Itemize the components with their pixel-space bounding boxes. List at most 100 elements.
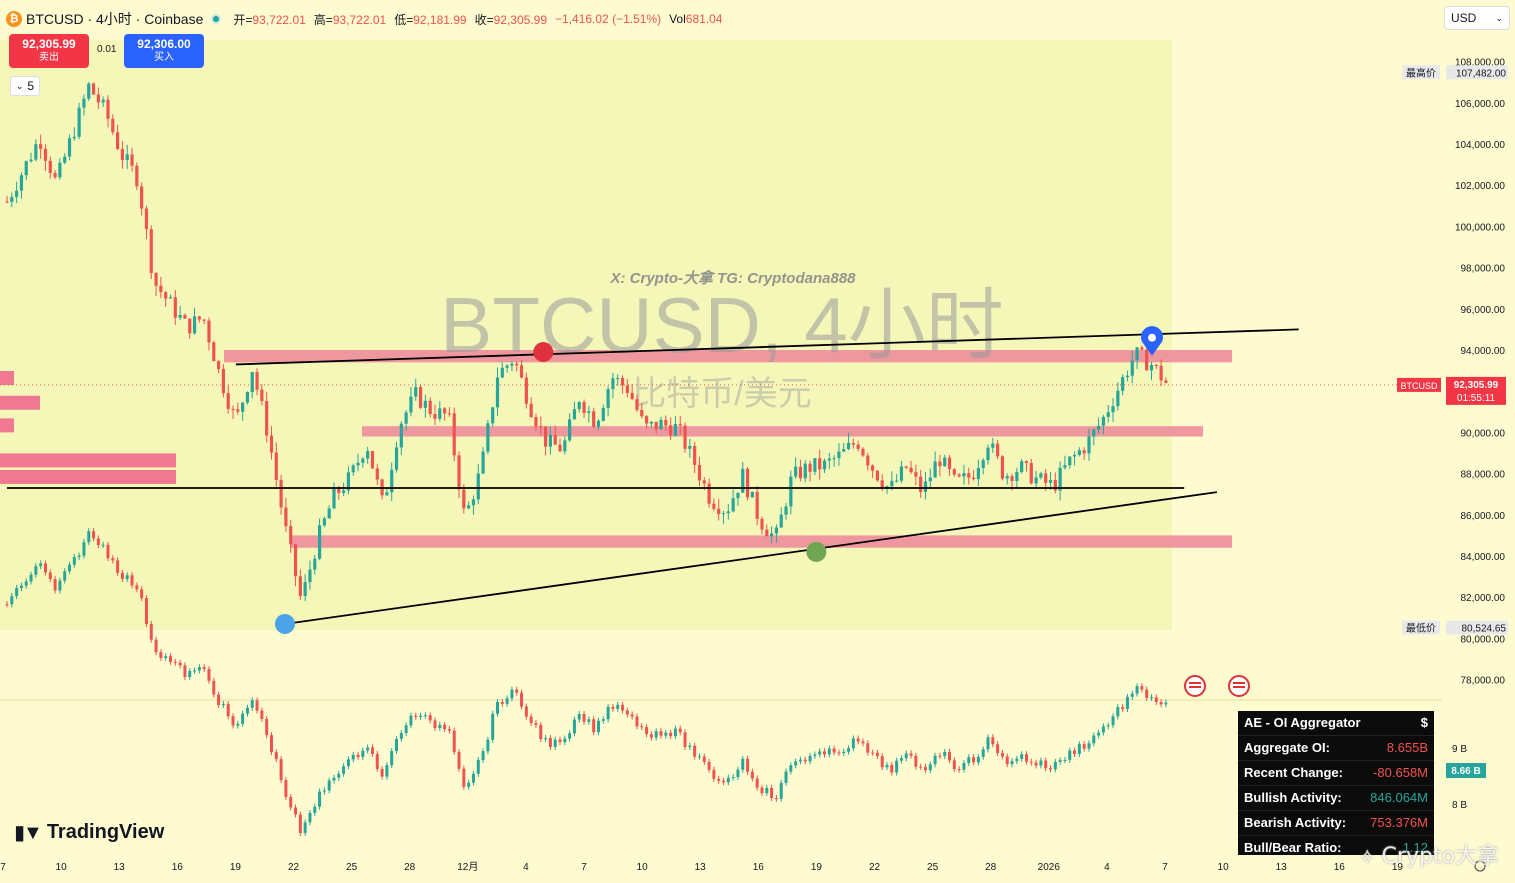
oi-candle [601, 719, 605, 721]
oi-candle [707, 761, 711, 770]
oi-candle [500, 701, 504, 704]
oi-candle [688, 745, 692, 748]
candle-body [183, 315, 187, 319]
x-tick-label: 22 [869, 862, 881, 873]
candle-body [216, 361, 221, 370]
oi-candle [1073, 750, 1077, 755]
oi-candle [952, 760, 956, 770]
candle-body [342, 490, 346, 493]
candle-body [519, 365, 524, 378]
x-tick-label: 19 [230, 862, 242, 873]
oi-candle [135, 585, 139, 590]
candle-body [149, 229, 153, 273]
oi-candle [43, 563, 47, 573]
oi-candle [212, 680, 216, 695]
candle-body [1125, 375, 1130, 378]
candle-body [683, 425, 687, 449]
candle-body [1058, 467, 1062, 491]
candle-body [582, 402, 586, 413]
flag-stripe [1189, 682, 1201, 684]
oi-candle [611, 706, 615, 709]
oi-candle [390, 751, 394, 766]
candle-body [1154, 364, 1158, 366]
oi-candle [96, 538, 100, 546]
oi-candle [245, 707, 249, 714]
candle-body [596, 420, 601, 427]
x-tick-label: 12月 [457, 861, 478, 873]
oi-candle [63, 571, 67, 581]
tradingview-logo[interactable]: ▮▼ TradingView [14, 821, 165, 844]
oi-candle [58, 580, 62, 591]
candle-body [154, 272, 158, 286]
oi-candle [885, 764, 889, 768]
candle-body [707, 483, 711, 504]
oi-candle [53, 579, 57, 591]
candle-body [981, 460, 985, 469]
oi-candle [592, 719, 596, 733]
candle-body [803, 463, 807, 479]
trendline-support [284, 491, 1218, 625]
oi-candle [856, 738, 860, 742]
candle-body [688, 445, 692, 449]
lots-dropdown[interactable]: ⌄ 5 [10, 76, 40, 96]
buy-button[interactable]: 92,306.00 买入 [124, 34, 204, 68]
x-tick-label: 19 [1392, 862, 1404, 873]
oi-candle [534, 723, 538, 725]
candle-body [250, 372, 254, 393]
oi-candle [818, 751, 822, 755]
y-tick-label: 96,000.00 [1461, 305, 1506, 316]
candle-body [572, 409, 577, 420]
candle-body [789, 476, 793, 507]
oi-candle [476, 759, 480, 774]
candle-body [1053, 479, 1057, 491]
oi-candle [563, 738, 567, 743]
oi-candle [621, 704, 625, 711]
candle-body [462, 489, 466, 509]
candle-body [140, 186, 144, 209]
candle-body [317, 525, 322, 559]
x-tick-label: 19 [811, 862, 823, 873]
oi-candle [938, 755, 942, 757]
candle-body [818, 458, 822, 470]
ohlc-low: 低=92,181.99 [394, 12, 467, 27]
candle-body [370, 451, 375, 469]
oi-candle [515, 689, 519, 693]
oi-candle [1106, 725, 1110, 727]
candle-body [721, 513, 726, 515]
oi-candle [1020, 754, 1024, 759]
y-tick-label: 80,000.00 [1461, 634, 1506, 645]
oi-candle [1029, 761, 1033, 763]
candle-body [366, 451, 370, 459]
candle-body [279, 479, 283, 508]
candle-body [947, 457, 952, 470]
candle-body [116, 132, 120, 150]
candle-body [832, 458, 836, 460]
x-tick-label: 28 [985, 862, 997, 873]
oi-candle [486, 739, 490, 752]
oi-candle [842, 751, 846, 754]
candle-body [452, 413, 456, 456]
candle-body [808, 463, 812, 472]
oi-candle [428, 715, 432, 721]
oi-last-tag [1446, 763, 1486, 778]
sell-button[interactable]: 92,305.99 卖出 [9, 34, 89, 68]
symbol-title[interactable]: BTCUSD · 4小时 · Coinbase [26, 11, 204, 27]
candle-body [96, 94, 100, 103]
candle-body [87, 83, 91, 99]
candle-body [144, 208, 149, 230]
symbol-tag-label: BTCUSD [1400, 381, 1438, 391]
oi-candle [380, 768, 384, 777]
candle-body [1149, 364, 1154, 371]
x-tick-label: 28 [404, 862, 416, 873]
currency-select[interactable]: USD ⌄ [1444, 6, 1510, 30]
candle-body [457, 455, 461, 490]
oi-candle [649, 734, 653, 738]
oi-candle [164, 656, 168, 658]
candle-body [135, 165, 139, 187]
oi-candle [313, 806, 317, 813]
candle-body [851, 442, 855, 445]
candle-body [293, 544, 298, 577]
candle-body [654, 421, 658, 430]
